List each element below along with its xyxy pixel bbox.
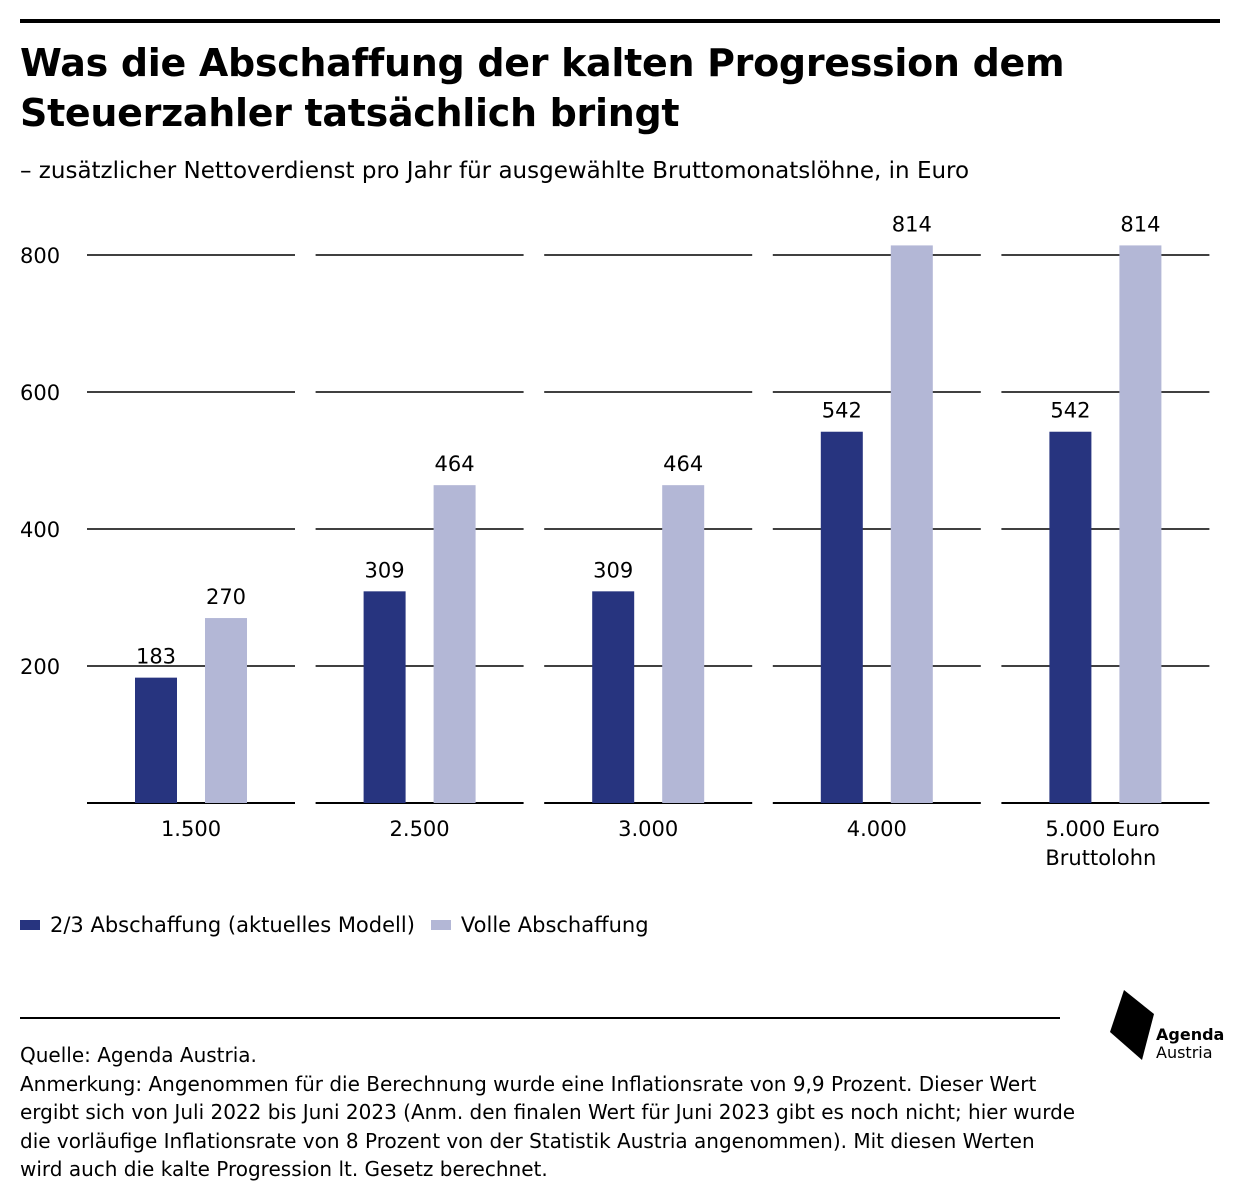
x-tick-label-1: 1.500 <box>161 817 221 841</box>
chart-legend: 2/3 Abschaffung (aktuelles Modell) Volle… <box>20 910 665 940</box>
bar-series-1-3 <box>592 591 635 803</box>
bar-series-2-1 <box>205 618 247 803</box>
bottom-rule <box>20 1017 1060 1019</box>
bar-series-2-2 <box>433 485 476 803</box>
data-label-series-2-1: 270 <box>206 585 246 609</box>
bar-chart: 200 400 600 800 183 309 309 542 542 270 464 464 814 8… <box>20 212 1210 870</box>
logo-text: Agenda Austria <box>1156 1026 1224 1062</box>
bar-series-2-3 <box>662 485 705 803</box>
bar-series-1-2 <box>363 591 406 803</box>
data-label-series-1-5: 542 <box>1050 399 1090 423</box>
x-tick-label-2: 2.500 <box>390 817 450 841</box>
legend-item-series-2: Volle Abschaffung <box>430 910 649 940</box>
x-tick-label-4: 4.000 <box>847 817 907 841</box>
y-tick-label-800: 800 <box>20 244 60 268</box>
data-label-series-1-2: 309 <box>365 558 405 582</box>
bar-series-1-4 <box>820 431 863 803</box>
legend-swatch-series-2 <box>430 920 451 930</box>
y-tick-label-200: 200 <box>20 655 60 679</box>
bar-series-1-1 <box>135 677 177 803</box>
bar-series-1-5 <box>1049 431 1092 803</box>
y-tick-label-600: 600 <box>20 381 60 405</box>
legend-item-series-1: 2/3 Abschaffung (aktuelles Modell) <box>20 910 415 940</box>
annotation-note: Anmerkung: Angenommen für die Berechnung… <box>20 1071 1076 1182</box>
legend-label-series-2: Volle Abschaffung <box>460 913 649 937</box>
data-label-series-1-1: 183 <box>136 645 176 669</box>
legend-label-series-1: 2/3 Abschaffung (aktuelles Modell) <box>50 913 415 937</box>
x-tick-label-3: 3.000 <box>618 817 678 841</box>
logo-line-2: Austria <box>1156 1043 1213 1062</box>
chart-subtitle: – zusätzlicher Nettoverdienst pro Jahr f… <box>20 158 970 184</box>
data-label-series-1-3: 309 <box>593 558 633 582</box>
data-label-series-2-5: 814 <box>1120 212 1160 236</box>
legend-swatch-series-1 <box>20 920 40 930</box>
x-tick-label-5: 5.000 Euro Bruttolohn <box>1045 817 1159 870</box>
logo-line-1: Agenda <box>1156 1025 1225 1044</box>
data-label-series-1-4: 542 <box>822 399 862 423</box>
bar-series-2-4 <box>890 245 933 803</box>
data-label-series-2-3: 464 <box>663 452 703 476</box>
chart-title: Was die Abschaffung der kalten Progressi… <box>20 41 1065 135</box>
notes-block: Quelle: Agenda Austria. Anmerkung: Angen… <box>20 1041 1080 1184</box>
bar-series-2-5 <box>1119 245 1162 803</box>
top-rule <box>20 19 1220 23</box>
data-label-series-2-2: 464 <box>435 452 475 476</box>
data-label-series-2-4: 814 <box>892 212 932 236</box>
y-tick-label-400: 400 <box>20 518 60 542</box>
agenda-austria-logo-icon <box>1110 990 1154 1060</box>
source-note: Quelle: Agenda Austria. <box>20 1043 257 1067</box>
